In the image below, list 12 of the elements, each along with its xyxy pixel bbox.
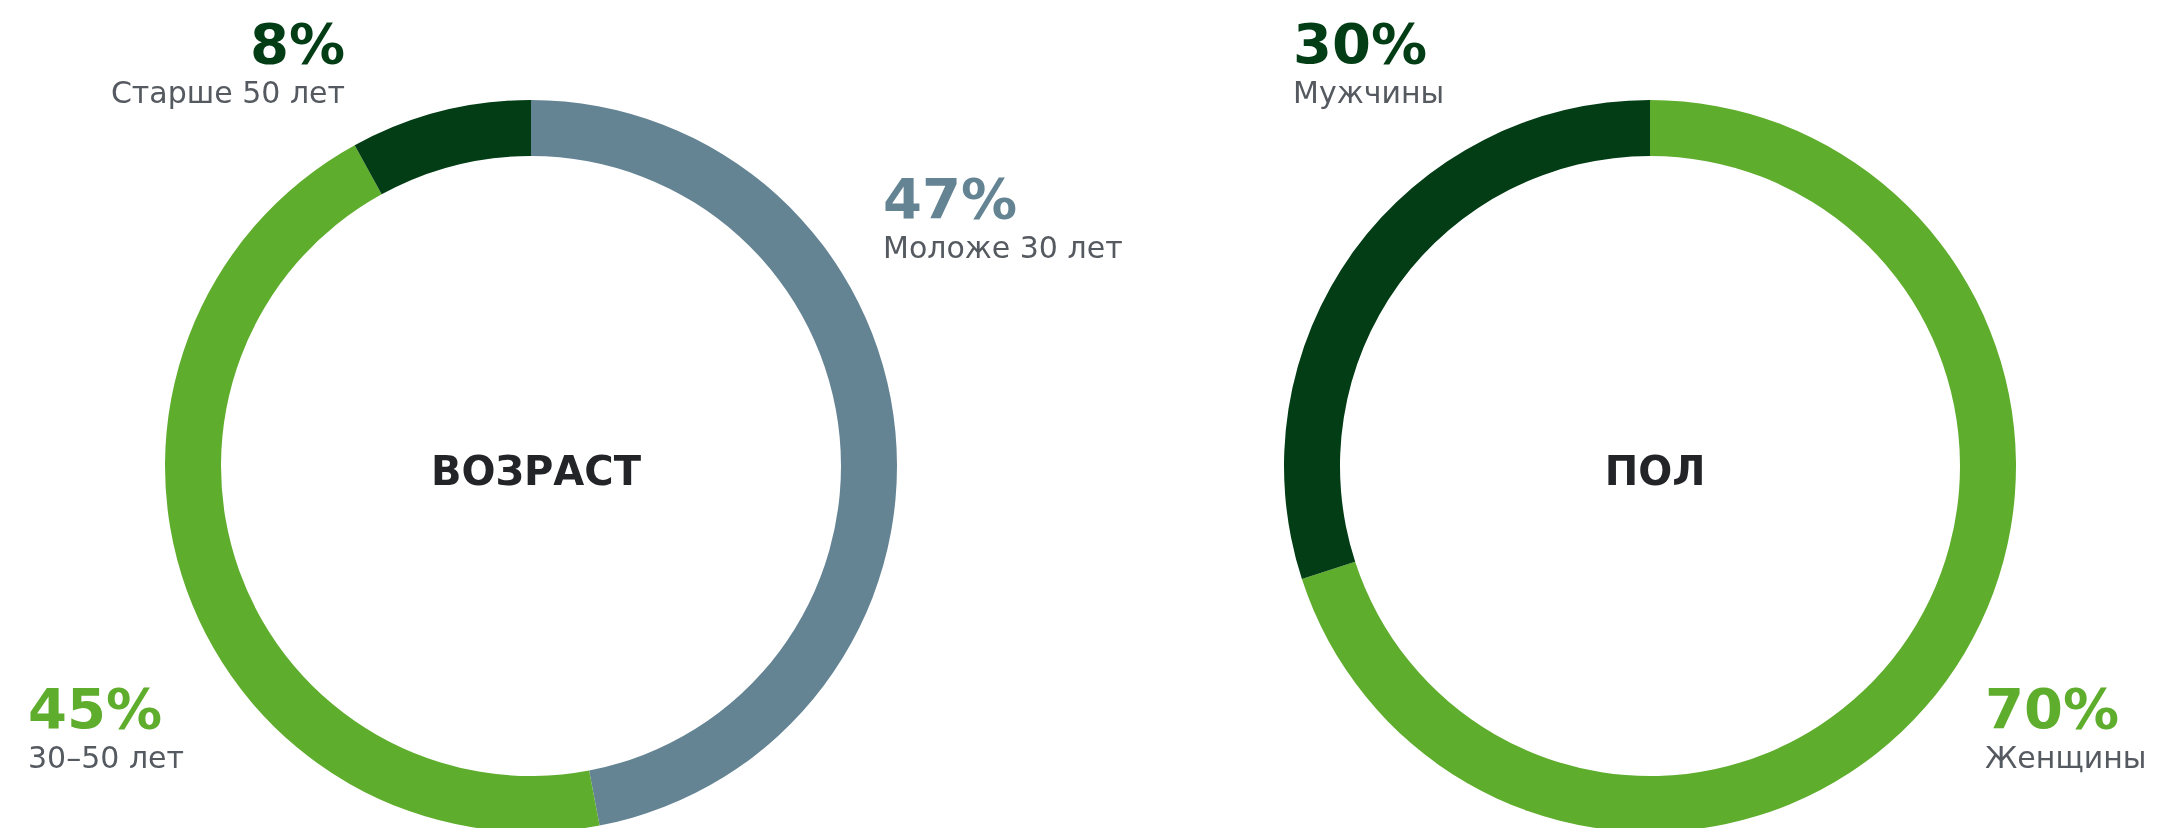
slice-label: Женщины	[1985, 739, 2147, 775]
slice-label: Старше 50 лет	[110, 74, 345, 110]
text: ВОЗРАСТ	[431, 448, 642, 494]
data-label: 30%	[1293, 10, 1428, 76]
data-label: 8%	[249, 10, 345, 76]
slice-label: Моложе 30 лет	[883, 229, 1123, 265]
slice-label: 30–50 лет	[28, 739, 184, 775]
data-label: 70%	[1985, 675, 2120, 741]
data-label: 45%	[28, 675, 163, 741]
slice-label: Мужчины	[1293, 74, 1445, 110]
data-label: 47%	[883, 165, 1018, 231]
text: ПОЛ	[1604, 448, 1706, 494]
